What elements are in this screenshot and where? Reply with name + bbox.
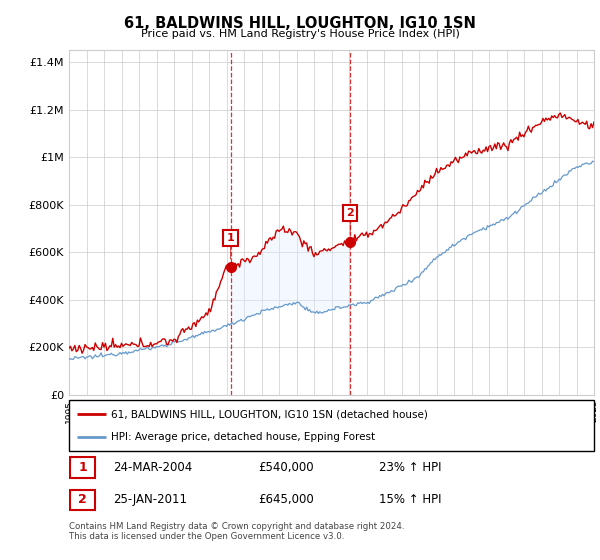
Text: 1: 1 xyxy=(78,461,87,474)
Text: 23% ↑ HPI: 23% ↑ HPI xyxy=(379,461,441,474)
Text: 61, BALDWINS HILL, LOUGHTON, IG10 1SN (detached house): 61, BALDWINS HILL, LOUGHTON, IG10 1SN (d… xyxy=(111,409,428,419)
Text: Price paid vs. HM Land Registry's House Price Index (HPI): Price paid vs. HM Land Registry's House … xyxy=(140,29,460,39)
Text: 2: 2 xyxy=(346,208,354,218)
Text: 24-MAR-2004: 24-MAR-2004 xyxy=(113,461,193,474)
Text: 2: 2 xyxy=(78,493,87,506)
Text: 15% ↑ HPI: 15% ↑ HPI xyxy=(379,493,441,506)
Bar xyxy=(70,489,95,510)
Bar xyxy=(70,458,95,478)
Text: HPI: Average price, detached house, Epping Forest: HPI: Average price, detached house, Eppi… xyxy=(111,432,375,442)
Text: Contains HM Land Registry data © Crown copyright and database right 2024.
This d: Contains HM Land Registry data © Crown c… xyxy=(69,522,404,542)
Text: £645,000: £645,000 xyxy=(258,493,314,506)
Text: 61, BALDWINS HILL, LOUGHTON, IG10 1SN: 61, BALDWINS HILL, LOUGHTON, IG10 1SN xyxy=(124,16,476,31)
Text: 1: 1 xyxy=(227,233,235,243)
Text: £540,000: £540,000 xyxy=(258,461,314,474)
Text: 25-JAN-2011: 25-JAN-2011 xyxy=(113,493,188,506)
